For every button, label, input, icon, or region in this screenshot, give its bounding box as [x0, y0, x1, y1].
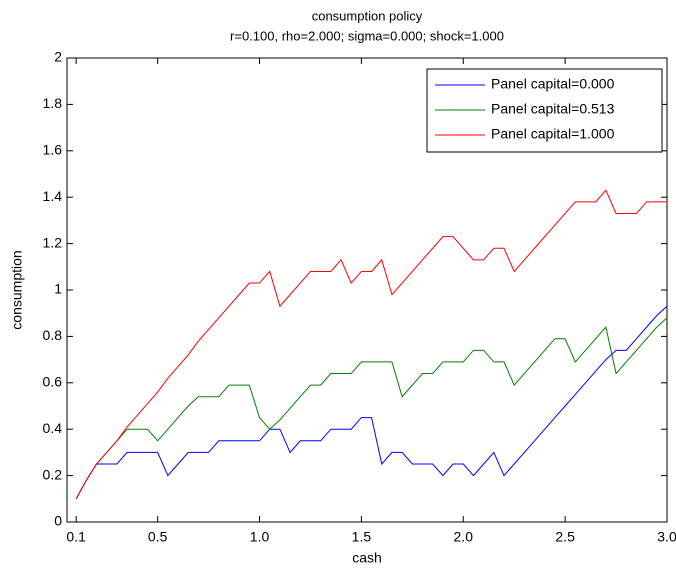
x-tick-label: 2.5: [555, 529, 575, 545]
y-tick-label: 1: [54, 281, 62, 297]
y-tick-label: 0.8: [43, 327, 63, 343]
y-tick-label: 0.2: [43, 466, 63, 482]
x-tick-label: 0.5: [148, 529, 168, 545]
y-tick-label: 1.2: [43, 234, 63, 250]
x-tick-label: 3.0: [657, 529, 676, 545]
data-line: [75, 189, 667, 500]
chart-title: consumption policy: [312, 8, 423, 23]
y-tick-label: 1.4: [43, 188, 63, 204]
data-line: [75, 305, 668, 500]
x-tick-label: 0.1: [66, 529, 86, 545]
legend-label: Panel capital=0.000: [491, 76, 615, 92]
y-tick-label: 0.6: [43, 374, 63, 390]
data-line: [75, 317, 668, 500]
x-axis-label: cash: [352, 550, 382, 566]
x-tick-label: 1.0: [250, 529, 270, 545]
legend-label: Panel capital=0.513: [491, 101, 615, 117]
legend-label: Panel capital=1.000: [491, 126, 615, 142]
y-tick-label: 1.6: [43, 142, 63, 158]
y-axis-label: consumption: [9, 250, 25, 329]
y-tick-label: 0.4: [43, 420, 63, 436]
y-tick-label: 0: [54, 513, 62, 529]
x-tick-label: 1.5: [352, 529, 372, 545]
y-tick-label: 2: [54, 49, 62, 65]
chart-subtitle: r=0.100, rho=2.000; sigma=0.000; shock=1…: [230, 28, 504, 43]
x-tick-label: 2.0: [454, 529, 474, 545]
y-tick-label: 1.8: [43, 95, 63, 111]
